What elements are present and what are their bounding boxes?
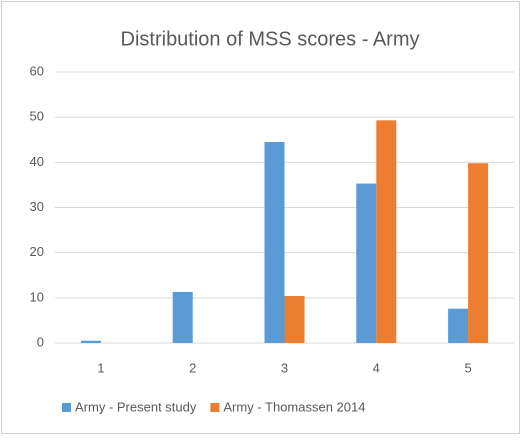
bar xyxy=(264,142,285,343)
chart-title: Distribution of MSS scores - Army xyxy=(121,28,420,50)
y-tick-label: 50 xyxy=(30,109,44,124)
legend-swatch xyxy=(210,403,220,412)
y-tick-label: 60 xyxy=(30,63,44,78)
y-tick-label: 30 xyxy=(30,199,44,214)
y-tick-label: 0 xyxy=(37,334,44,349)
x-tick-label: 1 xyxy=(97,360,104,375)
x-tick-label: 4 xyxy=(373,360,380,375)
bar xyxy=(376,120,397,343)
bar xyxy=(468,163,489,343)
x-tick-label: 3 xyxy=(281,360,288,375)
bar xyxy=(80,340,101,343)
legend-swatch xyxy=(62,403,71,412)
x-tick-label: 2 xyxy=(189,360,196,375)
bar xyxy=(448,308,469,343)
bar xyxy=(356,183,377,343)
x-tick-label: 5 xyxy=(464,360,471,375)
y-tick-label: 40 xyxy=(30,154,44,169)
bar xyxy=(284,296,305,343)
y-tick-label: 20 xyxy=(30,244,44,259)
legend-label: Army - Thomassen 2014 xyxy=(223,399,365,414)
chart-border xyxy=(1,1,520,434)
legend-label: Army - Present study xyxy=(75,399,197,414)
y-tick-label: 10 xyxy=(30,289,44,304)
bar xyxy=(172,291,193,343)
